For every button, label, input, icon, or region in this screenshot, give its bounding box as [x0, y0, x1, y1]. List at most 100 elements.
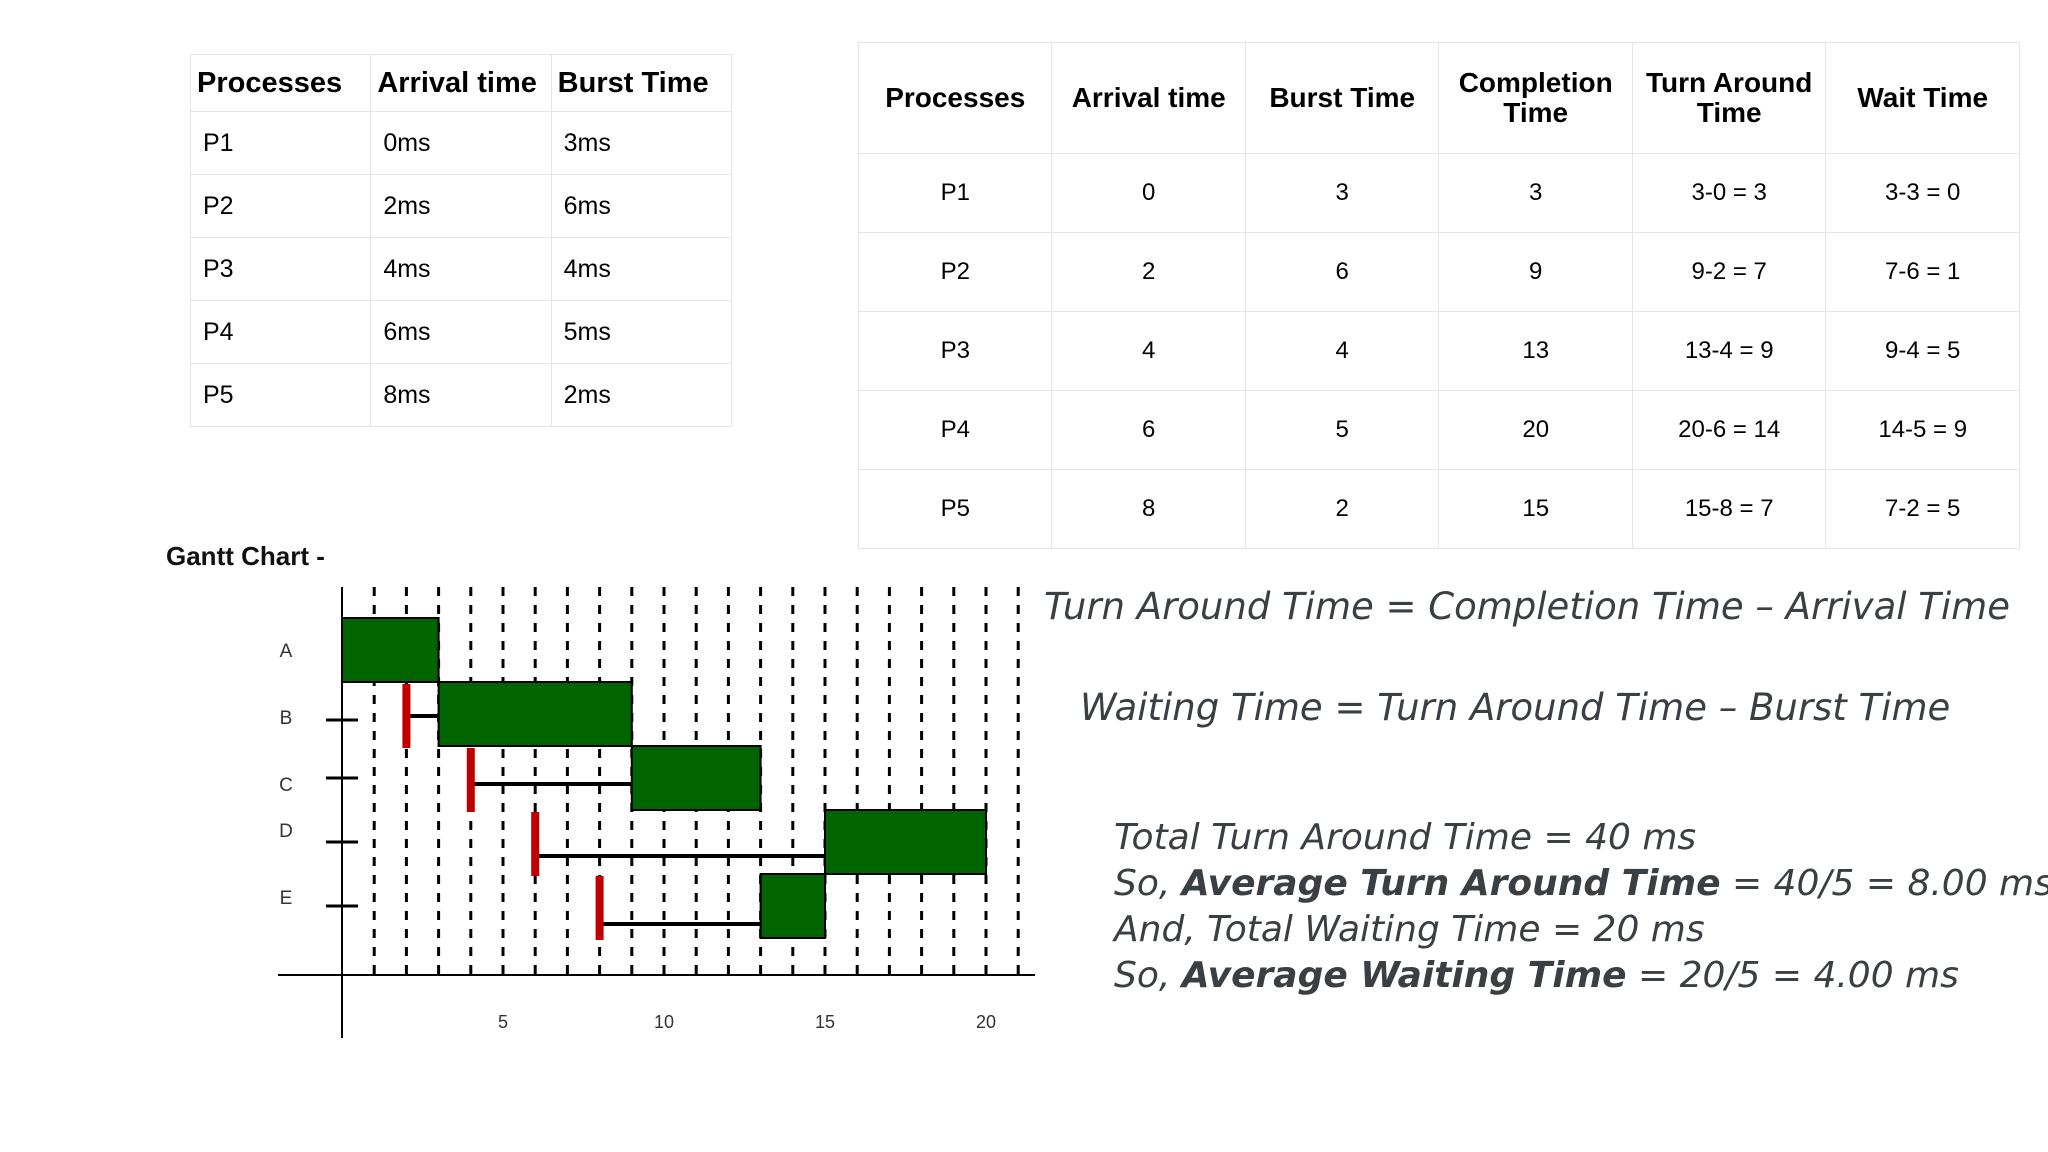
arrival-marker — [531, 812, 540, 876]
cell-process: P4 — [857, 390, 1053, 470]
task-bar — [759, 873, 826, 939]
header-processes: Processes — [189, 54, 372, 112]
x-tick-label: 15 — [815, 1012, 835, 1032]
x-tick-label: 5 — [498, 1012, 508, 1032]
result-table-header-row: Processes Arrival time Burst Time Comple… — [857, 42, 2020, 154]
average-waiting-label: Average Waiting Time — [1181, 955, 1627, 996]
cell-turnaround: 15-8 = 7 — [1631, 469, 1827, 549]
cell-arrival: 4 — [1051, 311, 1246, 391]
input-table: Processes Arrival time Burst Time P1 0ms… — [189, 54, 733, 427]
cell-turnaround: 13-4 = 9 — [1631, 311, 1827, 391]
cell-process: P3 — [857, 311, 1053, 391]
cell-completion: 3 — [1438, 153, 1633, 233]
gantt-chart-title: Gantt Chart - — [166, 541, 325, 571]
cell-turnaround: 20-6 = 14 — [1631, 390, 1827, 470]
average-turnaround-label: Average Turn Around Time — [1181, 863, 1721, 904]
header-completion-time: Completion Time — [1438, 42, 1633, 154]
cell-process: P5 — [857, 469, 1053, 549]
cell-burst: 4ms — [550, 237, 733, 301]
cell-burst: 4 — [1244, 311, 1440, 391]
result-table: Processes Arrival time Burst Time Comple… — [857, 42, 2020, 549]
cell-arrival: 6 — [1051, 390, 1246, 470]
cell-process: P3 — [189, 237, 372, 301]
x-tick-label: 20 — [976, 1012, 996, 1032]
summary-block: Total Turn Around Time = 40 ms So, Avera… — [1114, 815, 2048, 999]
cell-arrival: 2ms — [370, 174, 552, 238]
input-table-header-row: Processes Arrival time Burst Time — [189, 54, 733, 112]
header-wait-time: Wait Time — [1825, 42, 2020, 154]
cell-process: P2 — [189, 174, 372, 238]
cell-arrival: 8 — [1051, 469, 1246, 549]
cell-wait: 7-2 = 5 — [1825, 469, 2020, 549]
task-bar — [824, 809, 987, 875]
cell-process: P1 — [857, 153, 1053, 233]
table-row: P5 8 2 15 15-8 = 7 7-2 = 5 — [857, 469, 2020, 549]
waiting-formula: Waiting Time = Turn Around Time – Burst … — [1080, 686, 1951, 729]
row-label: D — [279, 821, 293, 842]
header-processes: Processes — [857, 42, 1053, 154]
average-waiting-line: So, Average Waiting Time = 20/5 = 4.00 m… — [1114, 953, 2048, 999]
cell-wait: 3-3 = 0 — [1825, 153, 2020, 233]
header-burst-time: Burst Time — [550, 54, 733, 112]
cell-completion: 20 — [1438, 390, 1633, 470]
cell-burst: 6ms — [550, 174, 733, 238]
table-row: P1 0ms 3ms — [189, 111, 733, 175]
cell-completion: 9 — [1438, 232, 1633, 312]
cell-process: P1 — [189, 111, 372, 175]
average-waiting-prefix: So, — [1114, 955, 1182, 996]
average-turnaround-value: = 40/5 = 8.00 ms — [1720, 863, 2048, 904]
cell-burst: 5ms — [550, 300, 733, 364]
cell-burst: 5 — [1244, 390, 1440, 470]
cell-wait: 9-4 = 5 — [1825, 311, 2020, 391]
cell-completion: 15 — [1438, 469, 1633, 549]
row-label: B — [280, 708, 293, 729]
cell-burst: 2ms — [550, 363, 733, 427]
table-row: P2 2 6 9 9-2 = 7 7-6 = 1 — [857, 232, 2020, 312]
cell-wait: 7-6 = 1 — [1825, 232, 2020, 312]
cell-burst: 3ms — [550, 111, 733, 175]
task-bar — [630, 745, 762, 811]
header-arrival-time: Arrival time — [370, 54, 552, 112]
row-label: E — [280, 888, 293, 909]
header-arrival-time: Arrival time — [1051, 42, 1246, 154]
turnaround-formula: Turn Around Time = Completion Time – Arr… — [1044, 585, 2010, 628]
cell-burst: 3 — [1244, 153, 1440, 233]
average-turnaround-line: So, Average Turn Around Time = 40/5 = 8.… — [1114, 861, 2048, 907]
cell-arrival: 0 — [1051, 153, 1246, 233]
total-turnaround-line: Total Turn Around Time = 40 ms — [1114, 817, 1697, 858]
arrival-marker — [402, 684, 411, 748]
average-turnaround-prefix: So, — [1114, 863, 1182, 904]
cell-burst: 2 — [1244, 469, 1440, 549]
cell-arrival: 4ms — [370, 237, 552, 301]
header-turn-around-time: Turn Around Time — [1631, 42, 1827, 154]
row-label: C — [279, 775, 293, 796]
table-row: P4 6ms 5ms — [189, 300, 733, 364]
cell-arrival: 0ms — [370, 111, 552, 175]
row-label: A — [280, 641, 293, 662]
arrival-marker — [466, 748, 475, 812]
table-row: P2 2ms 6ms — [189, 174, 733, 238]
table-row: P4 6 5 20 20-6 = 14 14-5 = 9 — [857, 390, 2020, 470]
cell-process: P2 — [857, 232, 1053, 312]
x-tick-label: 10 — [654, 1012, 674, 1032]
cell-process: P4 — [189, 300, 372, 364]
table-row: P3 4ms 4ms — [189, 237, 733, 301]
arrival-marker — [595, 876, 604, 940]
cell-arrival: 8ms — [370, 363, 552, 427]
header-burst-time: Burst Time — [1244, 42, 1440, 154]
cell-turnaround: 9-2 = 7 — [1631, 232, 1827, 312]
cell-burst: 6 — [1244, 232, 1440, 312]
cell-turnaround: 3-0 = 3 — [1631, 153, 1827, 233]
task-bar — [341, 617, 440, 683]
cell-arrival: 6ms — [370, 300, 552, 364]
table-row: P1 0 3 3 3-0 = 3 3-3 = 0 — [857, 153, 2020, 233]
total-waiting-line: And, Total Waiting Time = 20 ms — [1114, 909, 1705, 950]
cell-wait: 14-5 = 9 — [1825, 390, 2020, 470]
cell-arrival: 2 — [1051, 232, 1246, 312]
average-waiting-value: = 20/5 = 4.00 ms — [1626, 955, 1959, 996]
cell-completion: 13 — [1438, 311, 1633, 391]
task-bar — [437, 681, 633, 747]
cell-process: P5 — [189, 363, 372, 427]
table-row: P5 8ms 2ms — [189, 363, 733, 427]
table-row: P3 4 4 13 13-4 = 9 9-4 = 5 — [857, 311, 2020, 391]
